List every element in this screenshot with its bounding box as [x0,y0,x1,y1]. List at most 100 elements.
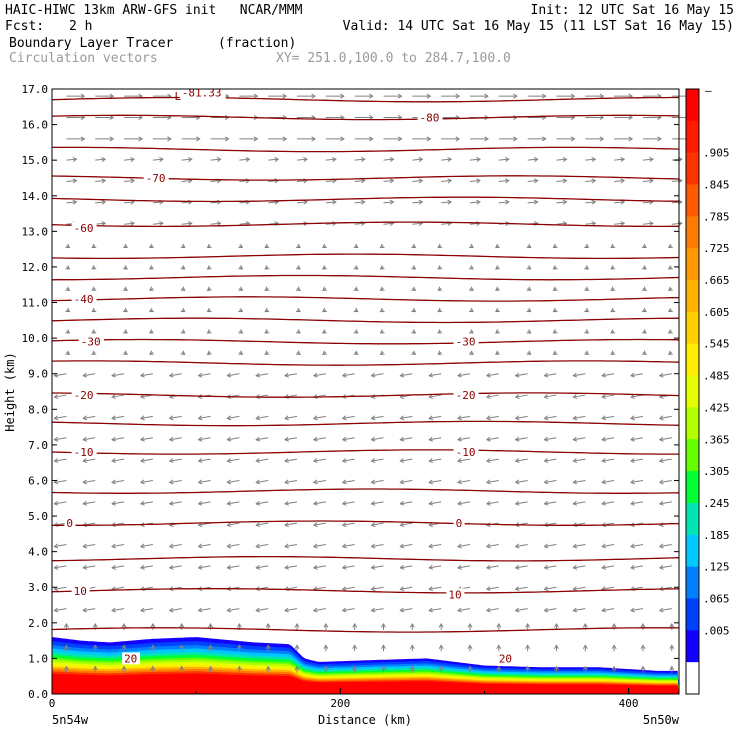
vector-468 [239,222,250,225]
vector-head-419 [91,265,97,270]
contour-line-17 [51,555,680,562]
vector-head-227 [255,458,261,464]
vector-head-431 [437,265,443,270]
vector-head-321 [428,372,434,378]
vector-head-500 [533,199,539,205]
contour-label-bg-11 [64,517,76,530]
vector-506 [66,180,77,183]
vector-head-166 [399,522,405,528]
vector-212 [457,479,471,483]
vector-257 [486,437,499,441]
contour-label-11: 0 [66,517,73,530]
colorbar-swatch-18 [686,662,699,695]
vector-head-57 [438,622,444,628]
y-tick-label-3: 3.0 [28,581,48,594]
vector-head-382 [296,307,301,313]
vector-head-518 [418,178,424,184]
vector-head-279 [485,415,491,421]
vector-head-485 [101,199,107,205]
vector-316 [284,373,298,377]
vector-190 [457,501,471,505]
vector-head-397 [91,286,97,291]
contour-label-bg-14 [446,588,465,601]
vector-187 [371,501,384,505]
y-tick-label-1: 1.0 [28,652,48,665]
vector-197 [659,501,672,505]
colorbar-label-12: .185 [703,529,730,542]
vector-head-460 [641,243,647,249]
vector-238 [573,458,586,462]
vector-247 [198,437,211,441]
vector-268 [169,415,182,419]
contour-label-1: -80 [420,111,440,124]
vector-326 [573,373,586,377]
contour-label-bg-3 [71,221,97,234]
vector-118 [284,565,298,569]
vector-129 [602,565,615,569]
vector-head-59 [496,622,502,628]
vector-527 [671,180,682,183]
vector-286 [54,394,67,398]
vector-492 [296,201,308,204]
vector-483 [671,222,682,225]
vector-537 [325,158,336,161]
vector-head-18 [582,665,588,671]
vector-head-58 [467,622,473,628]
vector-head-43 [669,644,675,649]
vector-head-207 [312,479,318,485]
vector-head-183 [255,500,261,506]
vector-538 [354,158,365,161]
vector-head-544 [533,157,539,162]
vector-head-273 [312,415,318,421]
vector-529 [95,158,106,161]
vector-head-543 [504,157,510,162]
vector-head-117 [255,564,261,570]
vector-head-395 [667,307,673,313]
vector-head-433 [495,265,500,270]
vector-135 [140,544,153,548]
vector-201 [140,479,153,483]
colorbar-label-1: .845 [703,179,730,192]
vector-head-192 [514,500,520,506]
vector-head-408 [411,286,417,291]
vector-head-215 [543,479,549,485]
vector-178 [111,501,125,505]
vector-head-435 [552,265,558,270]
vector-head-146 [457,543,462,549]
vector-233 [429,458,442,462]
vector-head-358 [238,329,244,334]
vector-head-194 [572,500,578,506]
vector-80 [457,608,471,612]
vector-head-418 [65,265,71,270]
vector-head-201 [139,479,145,485]
vector-head-123 [428,564,434,570]
vector-head-8 [294,665,300,671]
vector-head-193 [543,500,549,506]
vector-232 [400,458,413,462]
vector-141 [313,544,326,548]
vector-head-78 [399,607,405,613]
vector-head-4 [179,665,185,671]
vector-466 [181,222,192,225]
vector-head-313 [197,372,203,378]
vector-head-103 [485,586,491,592]
vector-77 [371,608,384,612]
colorbar-label-2: .785 [703,210,730,223]
vector-240 [630,458,644,462]
vector-head-75 [312,607,318,613]
vector-140 [284,544,298,548]
vector-253 [371,437,384,441]
vector-head-289 [139,394,145,399]
vector-head-306 [630,394,635,399]
vector-head-522 [533,178,539,184]
vector-273 [313,415,326,419]
vector-319 [371,373,384,377]
vector-head-56 [409,622,415,628]
vector-203 [198,479,211,483]
colorbar-swatch-10 [686,407,699,440]
vector-74 [284,608,298,612]
vector-180 [169,501,182,505]
vector-head-2 [121,665,127,671]
vector-head-329 [658,372,664,378]
vector-260 [573,437,586,441]
